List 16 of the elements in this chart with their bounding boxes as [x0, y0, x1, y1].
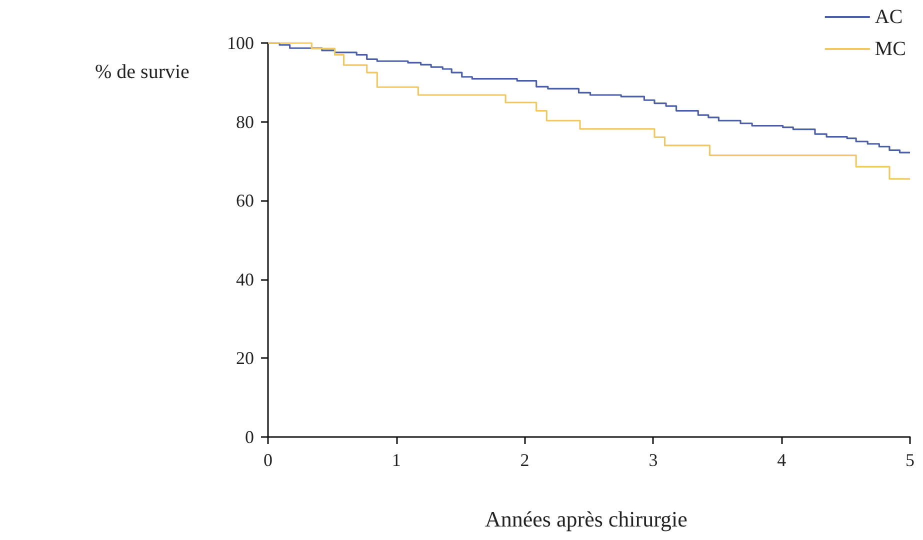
y-tick-label: 0 [245, 427, 254, 447]
y-tick-label: 60 [236, 190, 254, 211]
y-axis-title: % de survie [95, 61, 190, 83]
y-tick-label: 40 [236, 269, 254, 290]
legend-label: AC [874, 6, 903, 28]
x-tick-label: 3 [648, 450, 658, 470]
y-tick-label: 100 [227, 33, 254, 53]
x-axis-title: Années après chirurgie [485, 506, 688, 532]
y-tick-label: 20 [236, 348, 254, 368]
x-tick-label: 2 [520, 450, 530, 470]
legend-label: MC [874, 38, 906, 60]
y-tick-label: 80 [236, 112, 254, 132]
x-tick-label: 4 [777, 450, 786, 470]
x-tick-label: 5 [906, 450, 914, 470]
x-tick-label: 0 [264, 450, 272, 470]
x-tick-label: 1 [392, 450, 401, 470]
